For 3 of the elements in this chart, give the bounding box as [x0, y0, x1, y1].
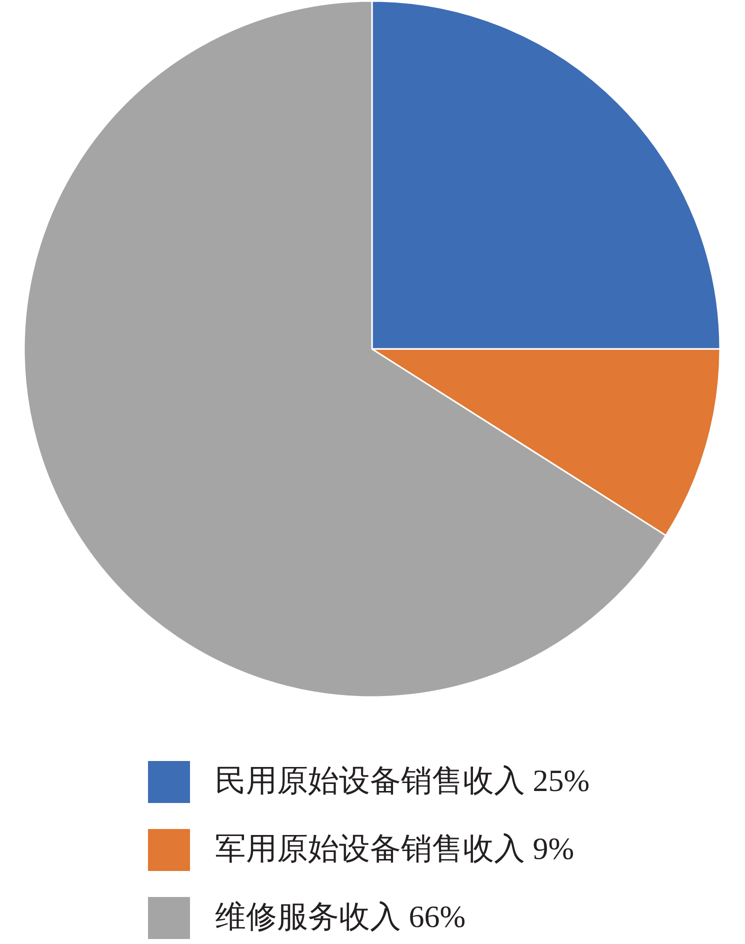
legend-label: 军用原始设备销售收入 9%	[215, 831, 574, 866]
legend-label: 维修服务收入 66%	[215, 899, 466, 934]
legend-label: 民用原始设备销售收入 25%	[215, 763, 590, 798]
